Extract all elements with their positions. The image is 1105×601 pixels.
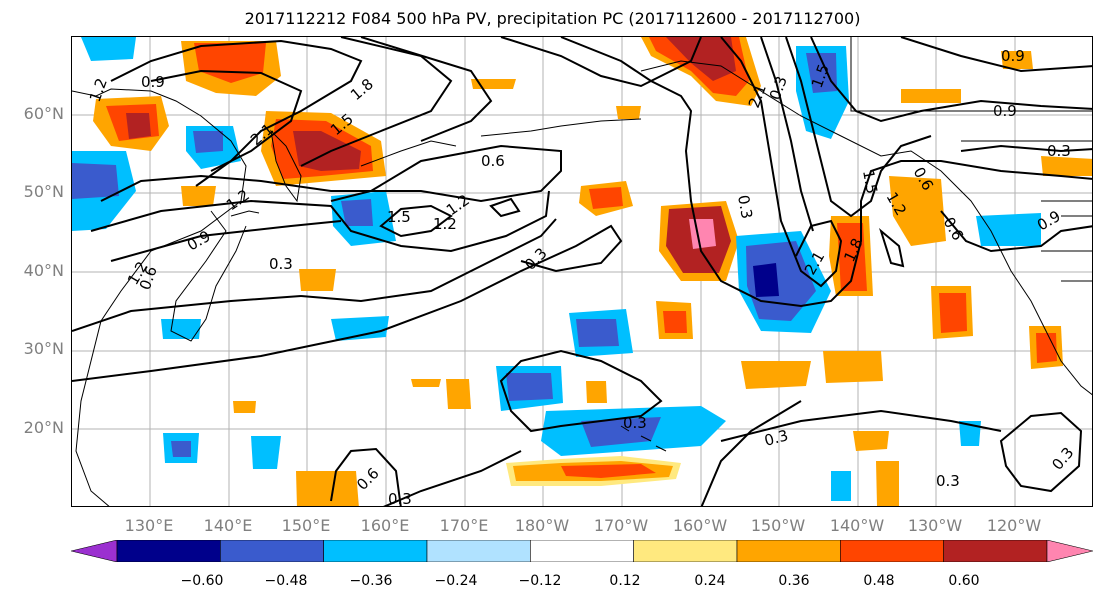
contour-label: 1.5 [387,208,411,226]
contour-label: 0.9 [1001,47,1025,65]
lat-label-50n: 50°N [23,182,64,201]
contour-label: 0.3 [269,255,293,273]
contour-label: 1.5 [859,169,881,196]
colorbar-tick: 0.12 [609,573,641,589]
contour-label: 0.3 [1047,142,1071,160]
colorbar-tick: 0.36 [778,573,810,589]
lon-label: 160°E [360,516,410,535]
pv-contours [72,37,1092,506]
colorbar-tick: 0.48 [863,573,895,589]
lat-label-20n: 20°N [23,418,64,437]
coastlines [72,37,1092,506]
colorbar-tick: 0.24 [694,573,726,589]
colorbar-extend-low [71,540,118,562]
contour-label: 0.6 [353,464,383,494]
colorbar-segment [220,540,324,562]
lon-label: 170°E [439,516,489,535]
colorbar-tick: 0.60 [948,573,980,589]
colorbar-segment [426,540,531,562]
lon-label: 160°W [672,516,728,535]
lon-label: 130°E [124,516,174,535]
colorbar-segment [116,540,221,562]
colorbar-segment [943,540,1048,562]
lat-label-30n: 30°N [23,339,64,358]
colorbar-tick: −0.60 [180,573,224,589]
lat-label-60n: 60°N [23,104,64,123]
colorbar-segment [736,540,841,562]
contour-label: 0.3 [1048,444,1077,474]
precip-shading [72,37,1092,506]
contour-label: 0.6 [481,152,505,170]
contour-label: 0.9 [993,102,1017,120]
colorbar-tick: −0.24 [434,573,478,589]
colorbar-segment [633,540,738,562]
colorbar-tick: −0.36 [349,573,393,589]
colorbar-extend-high [1046,540,1093,562]
contour-label: 1.2 [433,215,457,233]
contour-label: 0.3 [936,472,960,490]
colorbar-tick: −0.48 [264,573,308,589]
contour-label: 0.3 [623,414,647,432]
lon-label: 150°E [281,516,331,535]
contour-label: 1.2 [223,186,253,214]
colorbar-segment [323,540,428,562]
lon-label: 130°W [907,516,963,535]
contour-label: 0.9 [141,73,165,91]
contour-label: 0.3 [762,426,790,450]
colorbar-tick: −0.12 [518,573,562,589]
lon-label: 140°E [203,516,253,535]
map-title: 2017112212 F084 500 hPa PV, precipitatio… [244,9,861,28]
lat-label-40n: 40°N [23,261,64,280]
colorbar-segment [840,540,944,562]
lon-label: 140°W [829,516,885,535]
colorbar-segment [530,540,634,562]
colorbar [71,540,1093,562]
contour-label: 0.3 [388,490,412,507]
map-panel: 1.2 0.9 1.8 1.5 2.1 1.2 0.9 1.2 1.5 1.2 … [71,36,1093,507]
lon-label: 170°W [593,516,649,535]
map-canvas: 1.2 0.9 1.8 1.5 2.1 1.2 0.9 1.2 1.5 1.2 … [72,37,1092,507]
lon-label: 180°W [514,516,570,535]
contour-label: 0.9 [184,227,214,255]
contour-label: 0.3 [766,74,791,103]
lon-label: 150°W [750,516,806,535]
lon-label: 120°W [986,516,1042,535]
contour-label: 0.3 [734,194,756,221]
